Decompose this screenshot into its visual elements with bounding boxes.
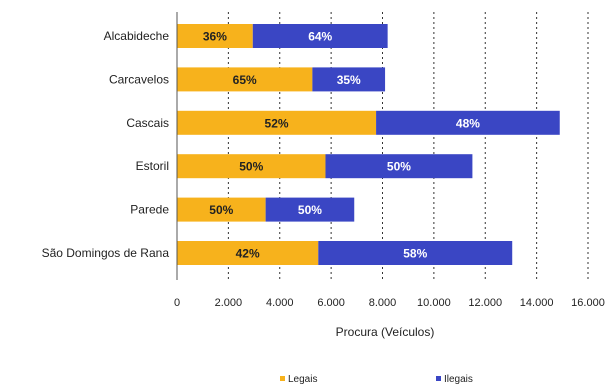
bar-ilegais xyxy=(376,110,560,135)
x-tick-label: 16.000 xyxy=(571,297,605,309)
category-label: São Domingos de Rana xyxy=(42,246,170,260)
bar-ilegais xyxy=(265,197,355,222)
legend-label: Legais xyxy=(288,374,317,385)
bar-ilegais xyxy=(312,67,386,92)
bar-data-label: 48% xyxy=(456,116,480,130)
legend-swatch xyxy=(280,376,285,381)
category-label: Cascais xyxy=(126,116,169,130)
grid-lines xyxy=(227,12,589,280)
bar-data-label: 50% xyxy=(239,160,263,174)
bar-legais xyxy=(177,67,313,92)
x-tick-label: 8.000 xyxy=(369,297,397,309)
bar-legais xyxy=(177,110,377,135)
bar-legais xyxy=(177,154,326,179)
x-tick-label: 14.000 xyxy=(520,297,554,309)
x-tick-labels: 0 2.000 4.000 6.000 8.000 10.000 12.000 14.000 1… xyxy=(174,297,605,309)
bar-data-label: 65% xyxy=(233,73,257,87)
legend-label: Ilegais xyxy=(444,374,473,385)
x-tick-label: 2.000 xyxy=(215,297,243,309)
legend-swatch xyxy=(436,376,441,381)
bar-data-label: 50% xyxy=(298,203,322,217)
bars: 36% 64% 65% 35% 52% 48% 50% 50% 50% 50% 42% 58% xyxy=(177,24,560,265)
bar-data-label: 35% xyxy=(337,73,361,87)
legend: Legais Ilegais xyxy=(280,374,473,385)
category-label: Estoril xyxy=(136,159,169,173)
category-label: Parede xyxy=(130,203,169,217)
bar-legais xyxy=(177,241,319,265)
category-labels: Alcabideche Carcavelos Cascais Estoril Pared… xyxy=(42,29,170,260)
bar-ilegais xyxy=(318,241,513,265)
category-label: Alcabideche xyxy=(104,29,170,43)
bar-data-label: 58% xyxy=(403,247,427,261)
bar-ilegais xyxy=(325,154,473,179)
bar-ilegais xyxy=(252,24,388,48)
bar-legais xyxy=(177,197,266,222)
x-axis-title: Procura (Veículos) xyxy=(336,325,435,339)
bar-data-label: 52% xyxy=(265,116,289,130)
bar-data-label: 50% xyxy=(209,203,233,217)
bar-legais xyxy=(177,24,253,48)
x-tick-label: 6.000 xyxy=(317,297,345,309)
bar-data-label: 50% xyxy=(387,160,411,174)
bar-data-label: 42% xyxy=(236,247,260,261)
x-tick-label: 0 xyxy=(174,297,180,309)
bar-data-label: 36% xyxy=(203,30,227,44)
bar-data-label: 64% xyxy=(308,30,332,44)
category-label: Carcavelos xyxy=(109,72,169,86)
x-tick-label: 12.000 xyxy=(468,297,502,309)
x-tick-label: 10.000 xyxy=(417,297,451,309)
x-tick-label: 4.000 xyxy=(266,297,294,309)
